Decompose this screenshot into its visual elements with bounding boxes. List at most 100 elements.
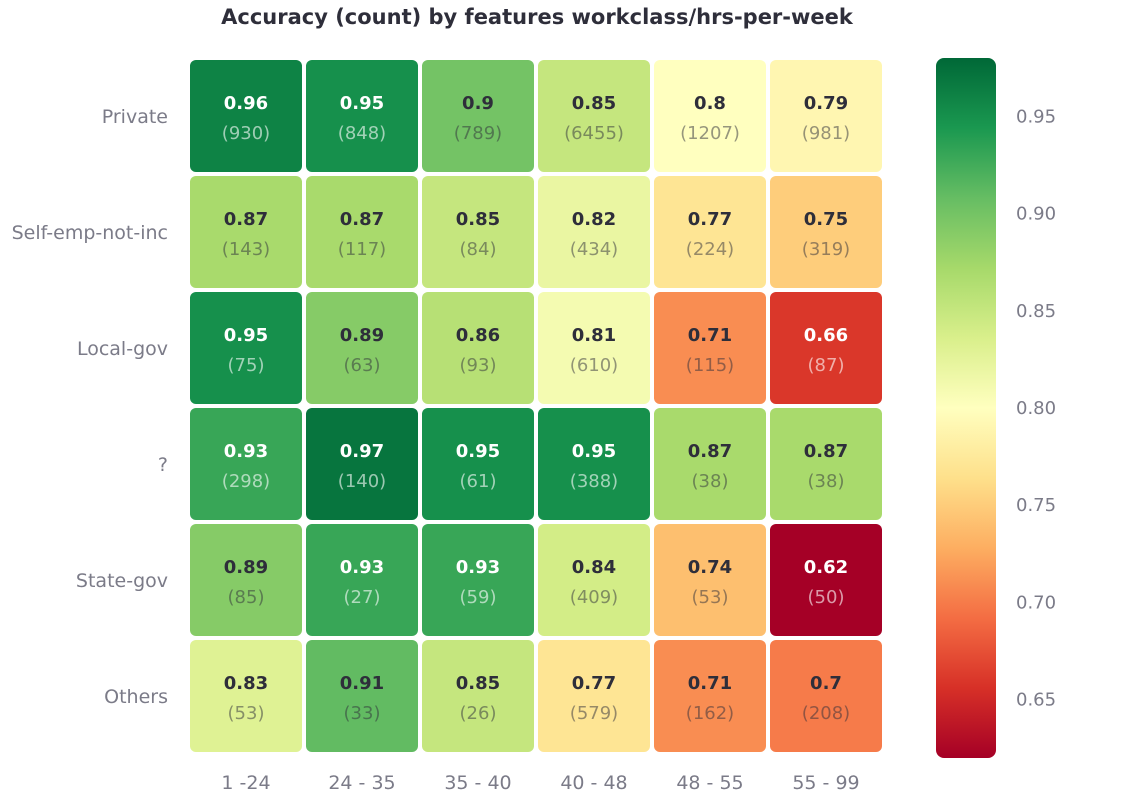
cell-rect	[306, 60, 418, 172]
cell-rect	[654, 524, 766, 636]
cell-value-label: 0.85	[456, 673, 500, 694]
cell-count-label: (63)	[344, 355, 381, 376]
cell-value-label: 0.95	[224, 325, 268, 346]
cell-rect	[422, 408, 534, 520]
cell-count-label: (26)	[460, 703, 497, 724]
heatmap-cell: 0.66 (87)	[770, 292, 882, 404]
cell-rect	[538, 524, 650, 636]
cell-value-label: 0.93	[456, 557, 500, 578]
heatmap-cell: 0.87 (38)	[770, 408, 882, 520]
cell-value-label: 0.84	[572, 557, 616, 578]
heatmap-cell: 0.81 (610)	[538, 292, 650, 404]
cell-count-label: (610)	[570, 355, 618, 376]
cell-rect	[770, 524, 882, 636]
cell-value-label: 0.71	[688, 673, 732, 694]
cell-value-label: 0.77	[572, 673, 616, 694]
y-tick-label: ?	[158, 454, 168, 476]
heatmap-cell: 0.86 (93)	[422, 292, 534, 404]
y-tick-label: Local-gov	[77, 338, 168, 360]
heatmap-cell: 0.96 (930)	[190, 60, 302, 172]
cell-value-label: 0.89	[224, 557, 268, 578]
heatmap-cell: 0.74 (53)	[654, 524, 766, 636]
heatmap-cell: 0.8 (1207)	[654, 60, 766, 172]
cell-rect	[422, 292, 534, 404]
heatmap-cell: 0.79 (981)	[770, 60, 882, 172]
heatmap-cell: 0.89 (85)	[190, 524, 302, 636]
cell-count-label: (53)	[692, 587, 729, 608]
cell-value-label: 0.93	[340, 557, 384, 578]
cell-value-label: 0.97	[340, 441, 384, 462]
cell-count-label: (33)	[344, 703, 381, 724]
heatmap-cell: 0.95 (61)	[422, 408, 534, 520]
heatmap-cell: 0.82 (434)	[538, 176, 650, 288]
cell-count-label: (38)	[692, 471, 729, 492]
cell-value-label: 0.66	[804, 325, 848, 346]
cell-rect	[538, 408, 650, 520]
cell-value-label: 0.87	[224, 209, 268, 230]
x-tick-label: 24 - 35	[328, 772, 395, 791]
x-tick-label: 40 - 48	[560, 772, 627, 791]
heatmap-cell: 0.83 (53)	[190, 640, 302, 752]
cell-rect	[770, 176, 882, 288]
cell-count-label: (409)	[570, 587, 618, 608]
cell-value-label: 0.71	[688, 325, 732, 346]
cell-value-label: 0.8	[694, 93, 726, 114]
cell-rect	[770, 292, 882, 404]
cell-value-label: 0.9	[462, 93, 494, 114]
cell-count-label: (579)	[570, 703, 618, 724]
heatmap-cell: 0.93 (27)	[306, 524, 418, 636]
cell-count-label: (87)	[808, 355, 845, 376]
cell-rect	[190, 524, 302, 636]
cell-rect	[306, 640, 418, 752]
heatmap-cell: 0.75 (319)	[770, 176, 882, 288]
cell-value-label: 0.87	[340, 209, 384, 230]
heatmap-cell: 0.87 (38)	[654, 408, 766, 520]
heatmap-cell: 0.85 (6455)	[538, 60, 650, 172]
cell-rect	[654, 292, 766, 404]
chart-title: Accuracy (count) by features workclass/h…	[221, 5, 854, 29]
heatmap-cell: 0.7 (208)	[770, 640, 882, 752]
colorbar	[936, 58, 996, 758]
cell-value-label: 0.86	[456, 325, 500, 346]
cell-count-label: (981)	[802, 123, 850, 144]
cell-rect	[306, 292, 418, 404]
cell-value-label: 0.89	[340, 325, 384, 346]
cell-count-label: (27)	[344, 587, 381, 608]
cell-count-label: (6455)	[564, 123, 624, 144]
heatmap-cell: 0.93 (59)	[422, 524, 534, 636]
cell-count-label: (84)	[460, 239, 497, 260]
cell-rect	[190, 408, 302, 520]
cell-rect	[190, 176, 302, 288]
cell-rect	[422, 640, 534, 752]
cell-rect	[654, 176, 766, 288]
cell-count-label: (38)	[808, 471, 845, 492]
heatmap-cell: 0.95 (388)	[538, 408, 650, 520]
heatmap-cell: 0.85 (26)	[422, 640, 534, 752]
cell-rect	[190, 292, 302, 404]
cell-count-label: (208)	[802, 703, 850, 724]
cell-count-label: (1207)	[680, 123, 740, 144]
y-tick-label: State-gov	[76, 570, 168, 592]
cell-count-label: (75)	[228, 355, 265, 376]
cell-rect	[306, 524, 418, 636]
colorbar-tick-label: 0.95	[1016, 106, 1056, 127]
cell-rect	[770, 60, 882, 172]
cell-value-label: 0.82	[572, 209, 616, 230]
cell-count-label: (930)	[222, 123, 270, 144]
cell-count-label: (59)	[460, 587, 497, 608]
heatmap-cell: 0.9 (789)	[422, 60, 534, 172]
cell-value-label: 0.87	[804, 441, 848, 462]
x-tick-label: 35 - 40	[444, 772, 511, 791]
cell-count-label: (298)	[222, 471, 270, 492]
cell-value-label: 0.95	[572, 441, 616, 462]
cell-value-label: 0.85	[572, 93, 616, 114]
cell-value-label: 0.87	[688, 441, 732, 462]
x-tick-label: 55 - 99	[792, 772, 859, 791]
heatmap-cell: 0.62 (50)	[770, 524, 882, 636]
cell-value-label: 0.95	[456, 441, 500, 462]
cell-count-label: (789)	[454, 123, 502, 144]
cell-value-label: 0.62	[804, 557, 848, 578]
cell-rect	[306, 176, 418, 288]
cell-count-label: (848)	[338, 123, 386, 144]
